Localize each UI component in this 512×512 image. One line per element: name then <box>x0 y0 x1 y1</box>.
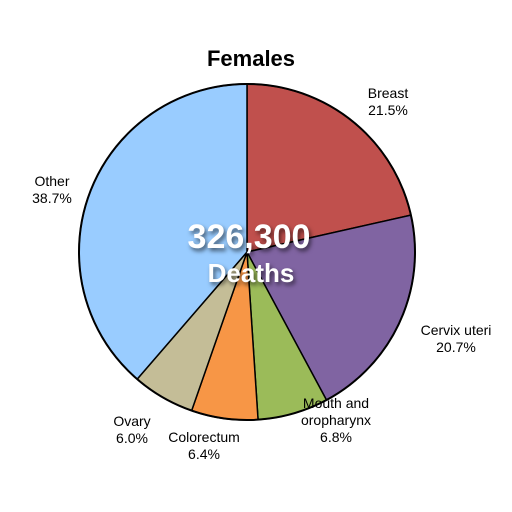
center-caption: Deaths <box>208 258 295 288</box>
slice-labels: Breast 21.5% Cervix uteri 20.7% Mouth and oro… <box>32 85 491 462</box>
slice-label-ovary: Ovary 6.0% <box>113 413 150 446</box>
pie-outline <box>78 83 416 421</box>
center-total-label: 326,300 Deaths <box>188 218 311 288</box>
slice-label-cervix-uteri: Cervix uteri 20.7% <box>421 322 492 355</box>
slice-label-other: Other 38.7% <box>32 173 72 206</box>
slice-label-mouth-and-oropharynx: Mouth and oropharynx 6.8% <box>301 395 371 445</box>
chart-title: Females <box>207 46 295 71</box>
slice-label-colorectum: Colorectum 6.4% <box>168 429 240 462</box>
slice-label-breast: Breast 21.5% <box>368 85 409 118</box>
center-total: 326,300 <box>188 218 311 256</box>
pie-slices <box>78 83 416 421</box>
